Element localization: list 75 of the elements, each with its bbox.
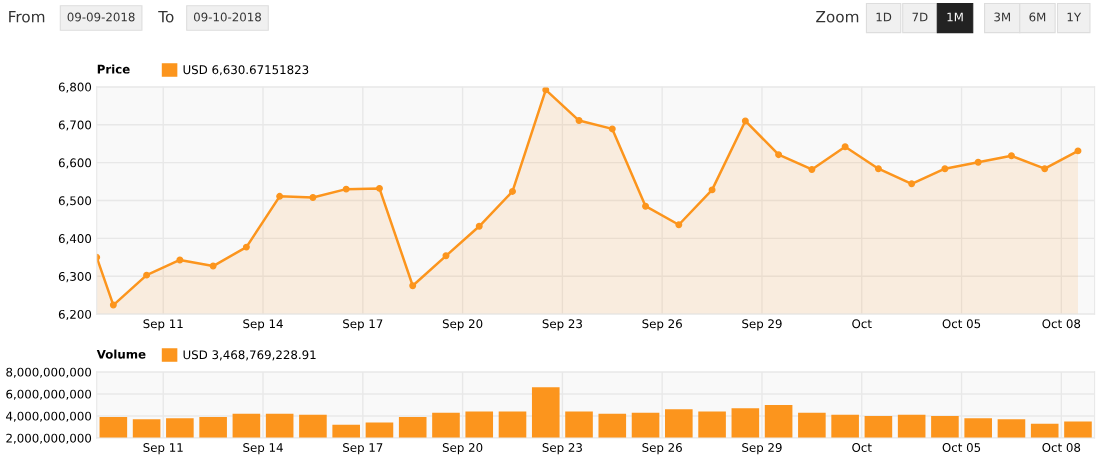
y-tick-label: 8,000,000,000 bbox=[6, 367, 92, 378]
legend-label: USD 6,630.67151823 bbox=[183, 65, 309, 76]
y-tick-label: 6,000,000,000 bbox=[6, 389, 92, 400]
x-tick-label: Sep 29 bbox=[742, 319, 782, 331]
point bbox=[409, 282, 417, 290]
point bbox=[874, 165, 882, 173]
x-tick-label: Sep 14 bbox=[243, 443, 283, 455]
x-tick-label: Sep 17 bbox=[343, 443, 383, 455]
point bbox=[908, 180, 916, 188]
point bbox=[1041, 165, 1049, 173]
point bbox=[475, 222, 483, 230]
text: 1D bbox=[876, 12, 892, 22]
y-tick-label: 6,500 bbox=[58, 196, 92, 207]
point bbox=[808, 165, 816, 173]
x-tick-label: Oct 05 bbox=[942, 443, 981, 452]
y-tick-label: 4,000,000,000 bbox=[6, 411, 92, 422]
x-tick-label: Sep 29 bbox=[742, 443, 782, 455]
point bbox=[608, 125, 616, 133]
point bbox=[342, 185, 350, 193]
x-tick-label: Oct 08 bbox=[1042, 319, 1081, 329]
x-tick-label: Oct 08 bbox=[1042, 443, 1081, 452]
y-tick-label: 2,000,000,000 bbox=[6, 433, 92, 444]
y-tick-label: 6,600 bbox=[58, 158, 92, 169]
point bbox=[974, 158, 982, 166]
x-tick-label: Sep 26 bbox=[642, 319, 682, 331]
point bbox=[1074, 147, 1082, 155]
text: 7D bbox=[912, 12, 928, 22]
x-tick-label: Sep 14 bbox=[243, 319, 283, 331]
y-tick-label: 6,300 bbox=[58, 272, 92, 283]
point bbox=[1007, 152, 1015, 160]
x-tick-label: Sep 23 bbox=[542, 319, 582, 331]
text: From bbox=[9, 11, 45, 23]
y-tick-label: 6,700 bbox=[58, 120, 92, 131]
point bbox=[708, 186, 716, 194]
point bbox=[675, 221, 683, 229]
text: 09-10-2018 bbox=[193, 12, 261, 22]
text: Zoom bbox=[816, 11, 859, 23]
text: 1Y bbox=[1067, 12, 1082, 22]
x-tick-label: Oct bbox=[852, 319, 872, 329]
point bbox=[575, 117, 583, 125]
y-tick-label: 6,400 bbox=[58, 234, 92, 245]
point bbox=[775, 151, 783, 159]
x-tick-label: Sep 20 bbox=[442, 443, 483, 455]
x-tick-label: Sep 23 bbox=[542, 443, 582, 455]
point bbox=[509, 187, 516, 195]
x-tick-label: Sep 17 bbox=[343, 319, 383, 331]
point bbox=[176, 256, 184, 264]
chart-title: Price bbox=[97, 64, 130, 74]
point bbox=[841, 143, 849, 151]
text: To bbox=[158, 11, 174, 23]
legend-label: USD 3,468,769,228.91 bbox=[183, 350, 316, 361]
point bbox=[109, 301, 117, 309]
point bbox=[442, 252, 450, 260]
text: 3M bbox=[994, 12, 1010, 22]
point bbox=[143, 271, 151, 279]
point bbox=[209, 262, 217, 270]
x-tick-label: Sep 11 bbox=[143, 443, 183, 455]
x-tick-label: Sep 11 bbox=[143, 319, 183, 331]
point bbox=[309, 194, 317, 201]
text: 1M bbox=[947, 12, 963, 22]
point bbox=[242, 243, 250, 251]
point bbox=[276, 192, 284, 200]
chart-title: Volume bbox=[96, 349, 146, 359]
x-tick-label: Oct bbox=[852, 443, 872, 452]
point bbox=[375, 184, 383, 192]
x-tick-label: Sep 20 bbox=[442, 319, 483, 331]
y-tick-label: 6,800 bbox=[58, 82, 92, 93]
x-tick-label: Sep 26 bbox=[642, 443, 682, 455]
text: 6M bbox=[1029, 12, 1046, 22]
point bbox=[642, 202, 650, 210]
text: 09-09-2018 bbox=[67, 12, 135, 22]
y-tick-label: 6,200 bbox=[58, 309, 92, 321]
point bbox=[941, 165, 949, 173]
point bbox=[741, 117, 749, 125]
x-tick-label: Oct 05 bbox=[942, 319, 981, 329]
